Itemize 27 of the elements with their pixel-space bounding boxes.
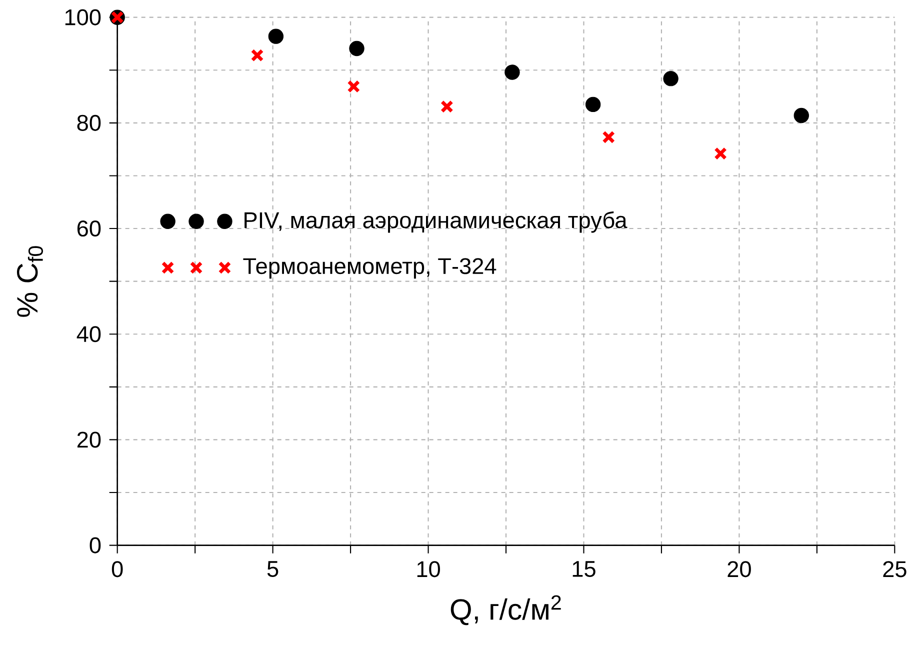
- point: [794, 108, 809, 124]
- point: [268, 28, 284, 44]
- y-tick-label: 100: [65, 9, 101, 26]
- point: [250, 48, 264, 62]
- point: [504, 64, 520, 80]
- x-tick-label: 5: [267, 561, 278, 577]
- point: [585, 96, 601, 112]
- x-tick-label: 0: [112, 561, 123, 578]
- x-axis-title: Q, г/с/м$^{2}$: [450, 595, 561, 626]
- point: [663, 70, 678, 86]
- x-tick-label: 20: [728, 561, 751, 578]
- x-tick-label: 10: [417, 561, 440, 578]
- y-tick-label: 80: [77, 114, 101, 131]
- point: [347, 80, 360, 93]
- point: [714, 147, 727, 160]
- point: [349, 40, 364, 56]
- x-tick-label: 25: [883, 561, 906, 578]
- legend-label: Термоанемометр, Т-324: [243, 258, 496, 279]
- x-tick-label: 15: [572, 561, 596, 577]
- point: [602, 130, 616, 144]
- legend-label: PIV, малая аэродинамическая труба: [244, 211, 628, 233]
- y-axis-title: % C$_{f0}$: [16, 246, 43, 317]
- y-tick-label: 0: [90, 537, 101, 554]
- point: [440, 100, 454, 114]
- y-tick-label: 40: [76, 326, 101, 342]
- y-tick-label: 20: [77, 432, 101, 448]
- y-tick-label: 60: [77, 220, 101, 237]
